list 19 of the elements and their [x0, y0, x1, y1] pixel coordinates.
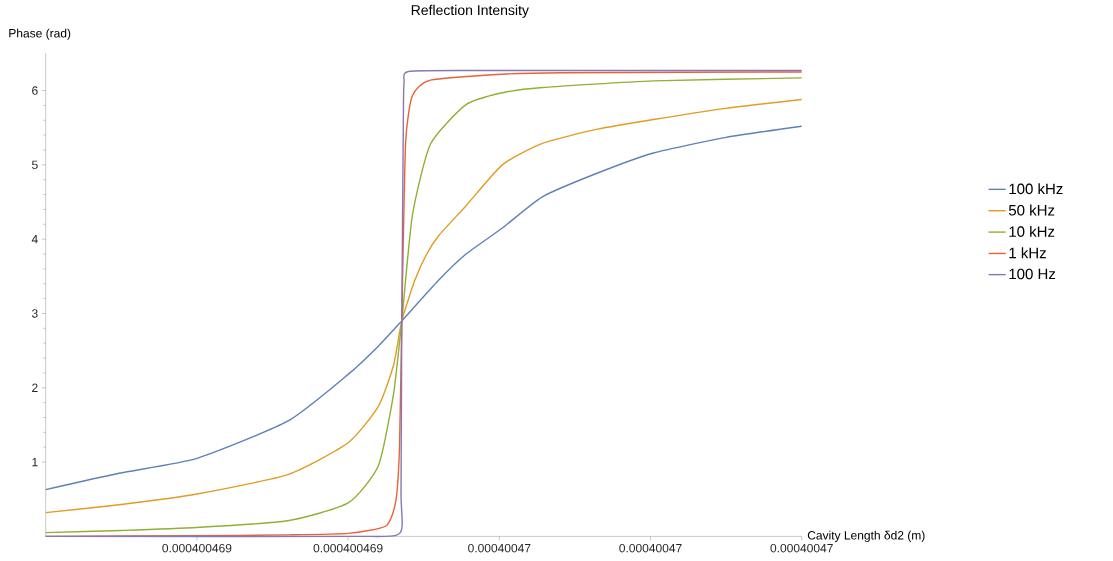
x-tick-label: 0.000400469: [162, 543, 232, 553]
x-tick-label: 0.00040047: [468, 543, 531, 553]
y-tick-label: 5: [31, 160, 38, 170]
legend-label: 10 kHz: [1009, 225, 1055, 237]
x-axis-title: Cavity Length δd2 (m): [807, 530, 925, 542]
y-tick-label: 2: [32, 383, 38, 392]
x-tick-label: 0.00040047: [619, 543, 682, 553]
y-axis-title: Phase (rad): [9, 28, 71, 40]
legend-label: 100 kHz: [1009, 183, 1063, 195]
chart-title: Reflection Intensity: [411, 4, 529, 18]
y-tick-label: 3: [31, 309, 38, 318]
legend-label: 1 kHz: [1009, 247, 1046, 259]
x-tick-label: 0.00040047: [770, 543, 833, 553]
y-tick-label: 6: [32, 86, 38, 95]
y-tick-label: 4: [31, 235, 38, 244]
legend-label: 50 kHz: [1008, 204, 1055, 216]
y-tick-label: 1: [32, 457, 38, 467]
x-tick-label: 0.000400469: [313, 543, 383, 553]
legend-label: 100 Hz: [1009, 268, 1056, 280]
